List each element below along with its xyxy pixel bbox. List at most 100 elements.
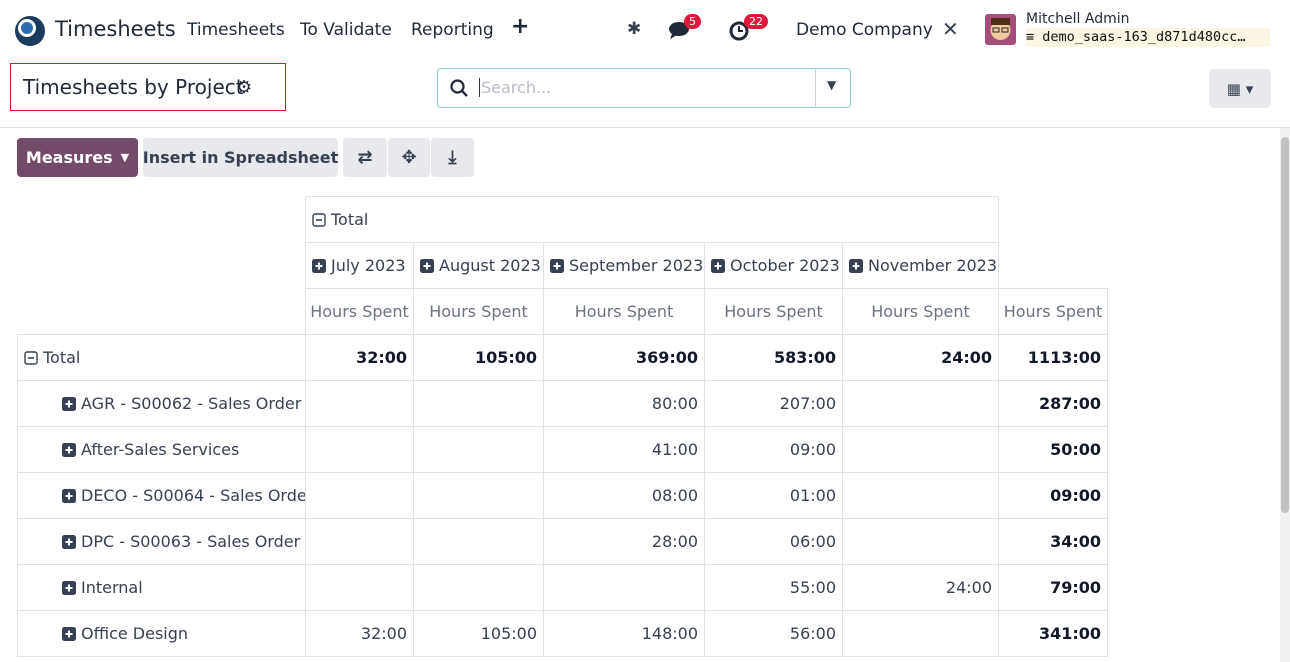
pivot-cell: 341:00: [998, 610, 1108, 657]
view-switcher[interactable]: ▦ ▾: [1209, 69, 1271, 108]
menu-item[interactable]: To Validate: [300, 20, 392, 40]
pivot-cell: [305, 426, 414, 473]
activities-icon[interactable]: [729, 20, 751, 42]
gear-icon[interactable]: ⚙: [236, 77, 253, 98]
pivot-cell: 32:00: [305, 334, 414, 381]
pivot-cell: [413, 426, 544, 473]
expand-icon[interactable]: [849, 258, 863, 273]
row-header-label: AGR - S00062 - Sales Order: [81, 394, 302, 413]
company-switcher[interactable]: Demo Company: [796, 20, 933, 40]
activities-badge: 22: [744, 14, 768, 29]
row-header[interactable]: DPC - S00063 - Sales Order: [17, 518, 306, 565]
pivot-cell: 09:00: [704, 426, 843, 473]
settings-icon[interactable]: ✕: [942, 17, 959, 41]
expand-icon[interactable]: [62, 442, 76, 457]
pivot-cell: [543, 564, 705, 611]
column-header-label: August 2023: [439, 256, 541, 275]
column-header[interactable]: August 2023: [413, 242, 544, 289]
row-header[interactable]: Internal: [17, 564, 306, 611]
row-header-label: Office Design: [81, 624, 189, 643]
flip-axis-button[interactable]: ⇄: [343, 138, 387, 177]
pivot-cell: 24:00: [842, 564, 999, 611]
row-header[interactable]: DECO - S00064 - Sales Order: [17, 472, 306, 519]
expand-icon[interactable]: [62, 396, 76, 411]
database-name: ≡ demo_saas-163_d871d480cc…: [1026, 28, 1270, 47]
measures-button[interactable]: Measures ▼: [17, 138, 138, 177]
pivot-cell: 41:00: [543, 426, 705, 473]
pivot-cell: 24:00: [842, 334, 999, 381]
breadcrumb: Timesheets by Project: [23, 75, 244, 99]
pivot-cell: [842, 426, 999, 473]
scrollbar-thumb[interactable]: [1281, 137, 1289, 513]
expand-button[interactable]: ✥: [388, 138, 430, 177]
search-divider: [815, 69, 816, 107]
pivot-cell: 56:00: [704, 610, 843, 657]
column-header[interactable]: October 2023: [704, 242, 843, 289]
expand-icon[interactable]: [550, 258, 564, 273]
column-header[interactable]: November 2023: [842, 242, 999, 289]
row-header-label: After-Sales Services: [81, 440, 240, 459]
pivot-cell: 80:00: [543, 380, 705, 427]
pivot-cell: [305, 518, 414, 565]
search-toggle[interactable]: ▼: [827, 78, 837, 92]
measure-header: Hours Spent: [842, 288, 999, 335]
user-name[interactable]: Mitchell Admin: [1026, 11, 1130, 27]
search-box[interactable]: Search... ▼: [437, 68, 851, 108]
column-header-label: November 2023: [868, 256, 998, 275]
pivot-cell: [842, 610, 999, 657]
row-header[interactable]: After-Sales Services: [17, 426, 306, 473]
column-header-label: July 2023: [331, 256, 406, 275]
caret: ▼: [120, 151, 130, 164]
pivot-cell: [413, 472, 544, 519]
db-icon: ≡: [1026, 29, 1043, 45]
spreadsheet-button[interactable]: Insert in Spreadsheet: [143, 138, 338, 177]
messages-icon[interactable]: [668, 20, 692, 40]
row-header[interactable]: AGR - S00062 - Sales Order: [17, 380, 306, 427]
column-header[interactable]: September 2023: [543, 242, 705, 289]
panel-border: [0, 127, 1290, 128]
search-placeholder: Search...: [479, 78, 552, 97]
column-header[interactable]: Total: [305, 196, 999, 243]
messages-badge: 5: [684, 14, 701, 29]
expand-icon[interactable]: [312, 258, 326, 273]
pivot-cell: [842, 380, 999, 427]
expand-icon[interactable]: [711, 258, 725, 273]
expand-icon[interactable]: [62, 534, 76, 549]
column-header-label: Total: [331, 210, 369, 229]
pivot-cell: 32:00: [305, 610, 414, 657]
collapse-icon[interactable]: [24, 350, 38, 365]
pivot-cell: [842, 518, 999, 565]
measure-header: Hours Spent: [543, 288, 705, 335]
app-name[interactable]: Timesheets: [55, 17, 176, 41]
expand-icon[interactable]: [62, 626, 76, 641]
expand-icon[interactable]: [420, 258, 434, 273]
pivot-cell: 583:00: [704, 334, 843, 381]
column-header[interactable]: July 2023: [305, 242, 414, 289]
row-header-label: DPC - S00063 - Sales Order: [81, 532, 301, 551]
measures-text: Measures: [25, 148, 113, 167]
pivot-cell: [413, 380, 544, 427]
user-avatar[interactable]: [985, 14, 1016, 45]
row-header-label: DECO - S00064 - Sales Order: [81, 486, 306, 505]
expand-icon[interactable]: [62, 580, 76, 595]
measure-header: Hours Spent: [998, 288, 1108, 335]
debug-icon[interactable]: ✱: [627, 19, 642, 39]
pivot-cell: 105:00: [413, 610, 544, 657]
collapse-icon[interactable]: [312, 212, 326, 227]
pivot-cell: 55:00: [704, 564, 843, 611]
menu-item[interactable]: Reporting: [411, 20, 494, 40]
pivot-cell: [305, 472, 414, 519]
menu-item[interactable]: Timesheets: [187, 20, 285, 40]
download-button[interactable]: ⤓: [431, 138, 474, 177]
pivot-cell: [305, 564, 414, 611]
row-header[interactable]: Office Design: [17, 610, 306, 657]
pivot-cell: [413, 564, 544, 611]
expand-icon[interactable]: [62, 488, 76, 503]
add-menu[interactable]: +: [511, 14, 530, 39]
measure-header: Hours Spent: [413, 288, 544, 335]
pivot-cell: 105:00: [413, 334, 544, 381]
row-header[interactable]: Total: [17, 334, 306, 381]
pivot-cell: 79:00: [998, 564, 1108, 611]
